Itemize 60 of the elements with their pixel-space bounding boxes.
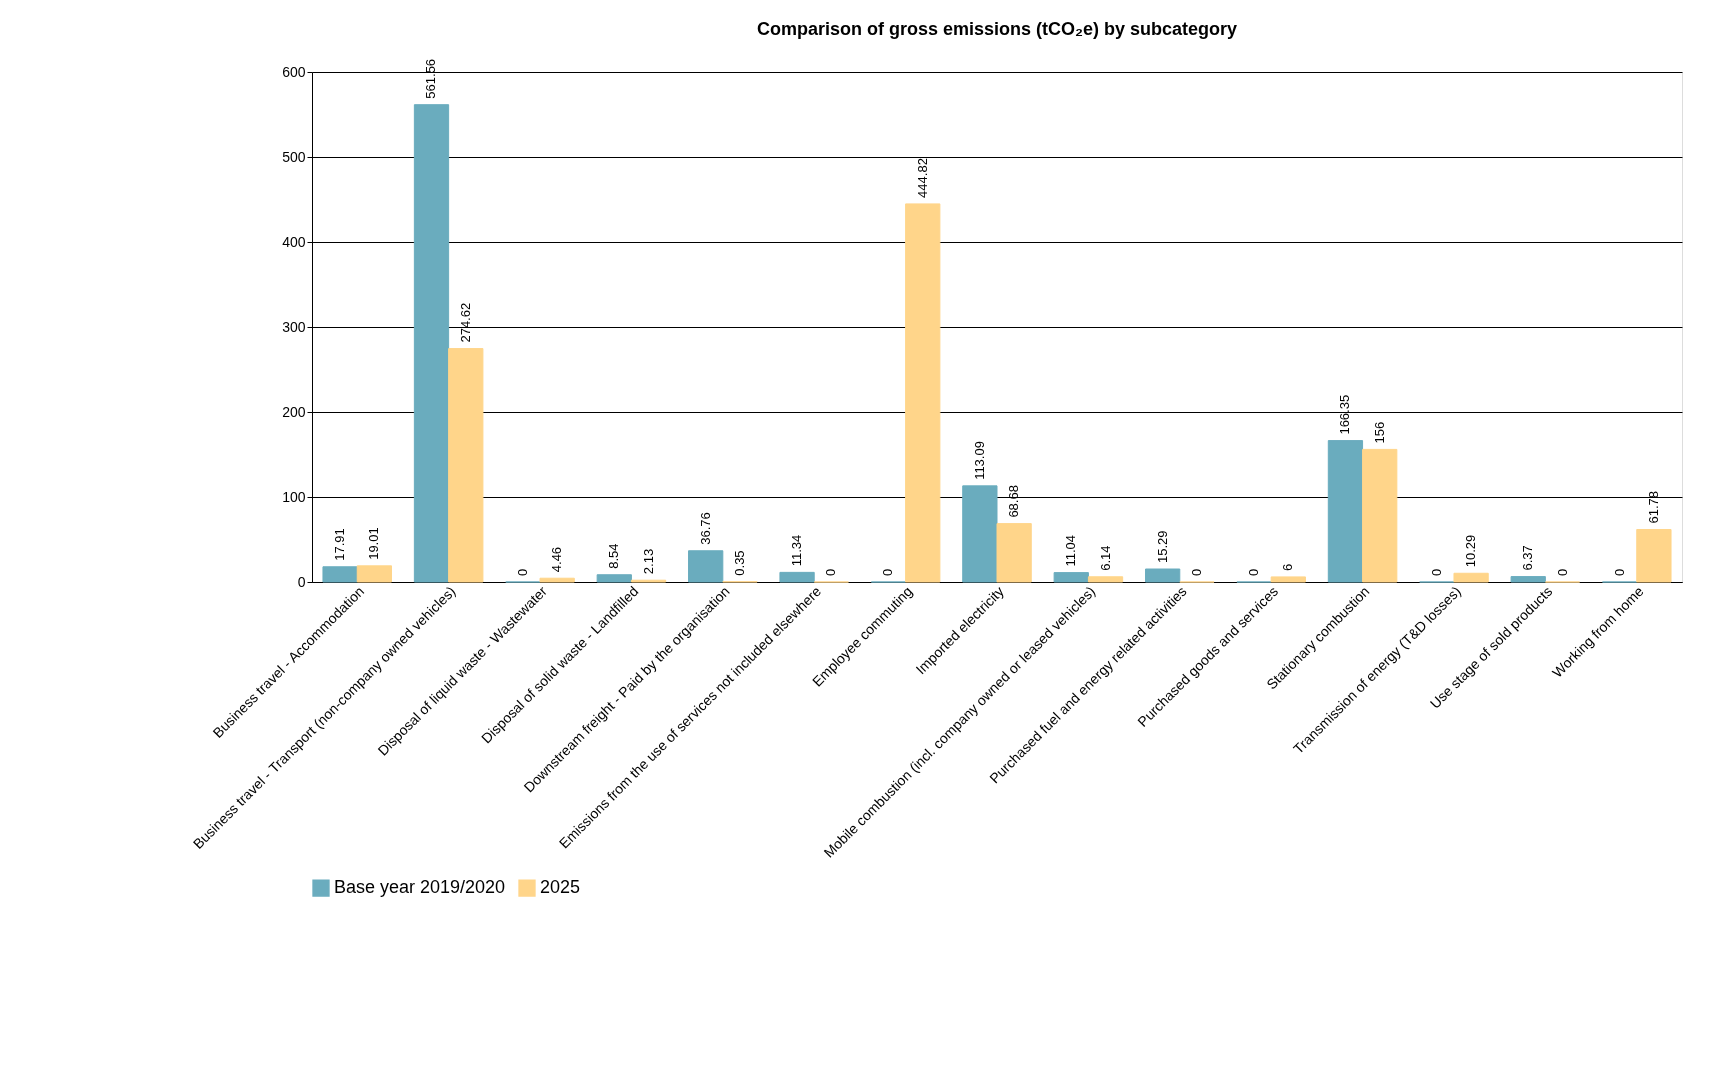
- bar: [905, 203, 941, 583]
- data-label: 113.09: [971, 441, 987, 480]
- bar: [448, 348, 484, 583]
- bar: [688, 550, 724, 583]
- bar: [779, 571, 815, 583]
- data-label: 19.01: [366, 527, 382, 560]
- chart-title: Comparison of gross emissions (tCO₂e) by subcategory: [756, 18, 1238, 39]
- data-label: 274.62: [457, 302, 473, 343]
- bar: [1087, 576, 1124, 583]
- y-tick-label: 100: [282, 488, 306, 505]
- y-tick-label: 600: [282, 63, 306, 80]
- data-label: 15.29: [1154, 530, 1170, 563]
- data-label: 2.13: [640, 548, 656, 575]
- y-tick-label: 500: [282, 148, 306, 165]
- data-label: 17.91: [332, 528, 348, 561]
- bar: [1327, 440, 1364, 583]
- data-label: 6: [1280, 563, 1296, 571]
- bar: [356, 565, 393, 583]
- bar: [539, 577, 575, 583]
- bar: [1636, 528, 1672, 583]
- data-label: 68.68: [1006, 485, 1022, 518]
- data-label: 4.46: [549, 546, 565, 573]
- y-tick-label: 300: [282, 318, 306, 335]
- bar: [996, 523, 1032, 583]
- data-label: 0: [1188, 568, 1204, 576]
- bar: [413, 104, 450, 583]
- bar: [1510, 576, 1546, 583]
- data-label: 6.37: [1520, 545, 1536, 571]
- bar: [1453, 572, 1489, 583]
- bar: [1145, 568, 1181, 583]
- data-label: 0: [514, 568, 530, 576]
- data-label: 61.78: [1645, 490, 1661, 524]
- bar: [1270, 576, 1306, 583]
- data-label: 0: [1611, 568, 1627, 576]
- bar: [322, 566, 358, 583]
- data-label: 0: [1246, 568, 1262, 576]
- data-label: 561.56: [423, 58, 439, 99]
- data-label: 11.34: [789, 534, 805, 567]
- data-label: 10.29: [1463, 534, 1479, 568]
- bar: [962, 485, 998, 583]
- y-tick-label: 200: [282, 403, 306, 420]
- data-label: 0: [1554, 568, 1570, 576]
- data-label: 156: [1371, 421, 1387, 444]
- data-label: 11.04: [1063, 535, 1079, 567]
- legend-label: 2025: [540, 877, 581, 898]
- data-label: 0: [880, 568, 896, 576]
- y-tick-label: 0: [297, 573, 306, 590]
- legend-label: Base year 2019/2020: [334, 877, 506, 898]
- bar: [1362, 448, 1398, 583]
- data-label: 8.54: [606, 543, 622, 569]
- data-label: 36.76: [697, 512, 713, 545]
- bar: [596, 574, 632, 583]
- data-label: 0: [1428, 568, 1444, 576]
- data-label: 166.35: [1337, 394, 1353, 435]
- data-label: 6.14: [1097, 545, 1113, 571]
- data-label: 444.82: [914, 158, 930, 198]
- data-label: 0.35: [731, 550, 747, 576]
- y-tick-label: 400: [282, 233, 306, 250]
- data-label: 0: [823, 568, 839, 576]
- bar: [1053, 572, 1089, 583]
